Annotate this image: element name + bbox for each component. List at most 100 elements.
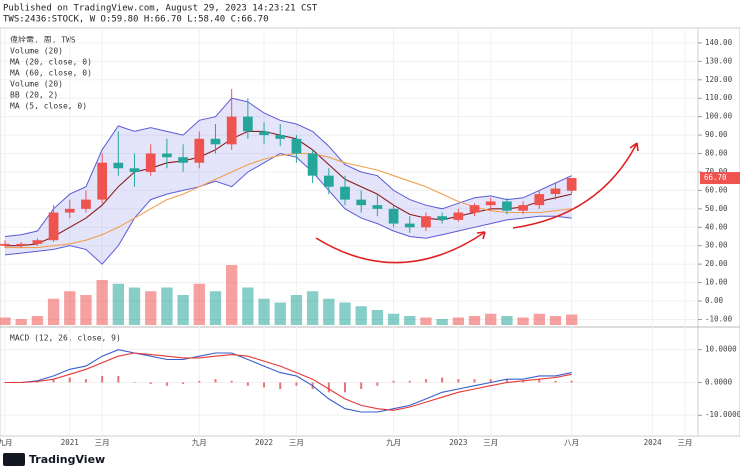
volume-bar: [0, 317, 11, 325]
symbol-line: TWS:2436:STOCK, W O:59.80 H:66.70 L:58.4…: [3, 15, 269, 25]
candle-body: [534, 194, 545, 206]
y-tick-label: 0.0000: [705, 377, 733, 386]
arrow: [512, 142, 638, 229]
volume-bar: [64, 291, 76, 325]
histogram-bar: [505, 379, 508, 383]
x-tick-label: 八月: [564, 438, 579, 447]
y-tick-label: 80.00: [705, 149, 728, 158]
histogram-bar: [52, 379, 55, 383]
candle-body: [323, 175, 334, 187]
legend-entry: MA (5, close, 0): [10, 102, 87, 111]
x-tick-label: 2022: [255, 438, 273, 447]
legend-entry: MA (20, close, 0): [10, 58, 92, 67]
candle-body: [291, 138, 302, 154]
y-tick-label: 120.00: [705, 75, 733, 84]
histogram-bar: [101, 375, 104, 383]
histogram-bar: [117, 375, 120, 383]
x-tick-label: 九月: [192, 438, 207, 447]
candle-body: [502, 201, 512, 211]
arrow: [315, 231, 486, 264]
histogram-bar: [198, 380, 201, 383]
last-price-label: 66.70: [704, 173, 727, 182]
candle-body: [404, 223, 415, 228]
y-tick-label: 30.00: [705, 241, 728, 250]
candle-body: [259, 131, 269, 136]
histogram-bar: [424, 379, 427, 383]
volume-bar: [47, 298, 60, 325]
histogram-bar: [408, 380, 411, 383]
arrow-head: [476, 231, 486, 240]
volume-bar: [420, 317, 432, 325]
candle-body: [97, 162, 107, 200]
volume-bar: [80, 295, 92, 325]
macd-line: [5, 349, 572, 413]
candle-body: [372, 205, 383, 209]
candle-body: [566, 178, 577, 191]
x-tick-label: 2024: [644, 438, 663, 447]
volume-bar: [566, 314, 578, 325]
volume-bar: [549, 316, 562, 325]
y-tick-label: 10.0000: [705, 345, 737, 354]
candle-body: [226, 116, 237, 145]
candle-body: [81, 199, 91, 209]
histogram-bar: [182, 382, 185, 385]
band-upper: [4, 97, 572, 237]
candle-body: [307, 153, 318, 176]
published: Published on TradingView.com, August 29,…: [3, 4, 318, 14]
y-tick-label: 50.00: [705, 204, 728, 213]
y-tick-label: 20.00: [705, 259, 728, 268]
histogram-bar: [376, 382, 379, 386]
candle-body: [518, 205, 528, 211]
candle-body: [485, 201, 496, 206]
volume-bar: [387, 313, 400, 325]
volume-bar: [96, 280, 108, 325]
candle-body: [162, 153, 172, 158]
x-tick-label: 九月: [0, 438, 13, 447]
histogram-bar: [279, 382, 282, 390]
candle-body: [437, 216, 447, 220]
candle-body: [145, 153, 156, 172]
macd-line: [5, 352, 572, 411]
x-tick-label: 三月: [483, 438, 498, 447]
histogram-bar: [133, 382, 136, 383]
x-tick-label: 2021: [61, 438, 79, 447]
candle-body: [178, 157, 188, 163]
x-tick-label: 九月: [386, 438, 401, 447]
candle-body: [0, 243, 10, 246]
y-tick-label: 90.00: [705, 130, 728, 139]
y-tick-label: 130.00: [705, 56, 733, 65]
volume-bar: [193, 283, 205, 325]
y-tick-label: 0.00: [705, 296, 724, 305]
last-price-box: [700, 172, 740, 185]
volume-bar: [31, 316, 44, 325]
volume-bar: [128, 287, 141, 325]
y-tick-label: 40.00: [705, 222, 728, 231]
histogram-bar: [441, 377, 444, 383]
volume-bar: [468, 316, 481, 325]
arrow-head: [629, 142, 639, 152]
candle-body: [243, 116, 253, 132]
volume-bar: [209, 291, 222, 325]
logo-icon: [3, 453, 25, 466]
histogram-bar: [295, 382, 298, 386]
histogram-bar: [570, 380, 573, 383]
legend-entry: Volume (20): [10, 80, 63, 89]
candle-body: [453, 212, 464, 220]
y-tick-label: 140.00: [705, 38, 733, 47]
histogram-bar: [327, 382, 330, 393]
candle-body: [469, 205, 480, 213]
x-tick-label: 三月: [678, 438, 693, 447]
y-tick-label: -10.0000: [705, 410, 740, 419]
logo: TradingView: [29, 453, 105, 466]
volume-bar: [258, 298, 270, 325]
histogram-bar: [538, 379, 541, 383]
candle-body: [421, 216, 431, 228]
y-tick-label: 10.00: [705, 278, 728, 287]
volume-bar: [339, 302, 351, 325]
volume-bar: [274, 302, 286, 325]
histogram-bar: [489, 379, 492, 383]
candle-body: [48, 212, 59, 241]
histogram-bar: [68, 377, 71, 383]
